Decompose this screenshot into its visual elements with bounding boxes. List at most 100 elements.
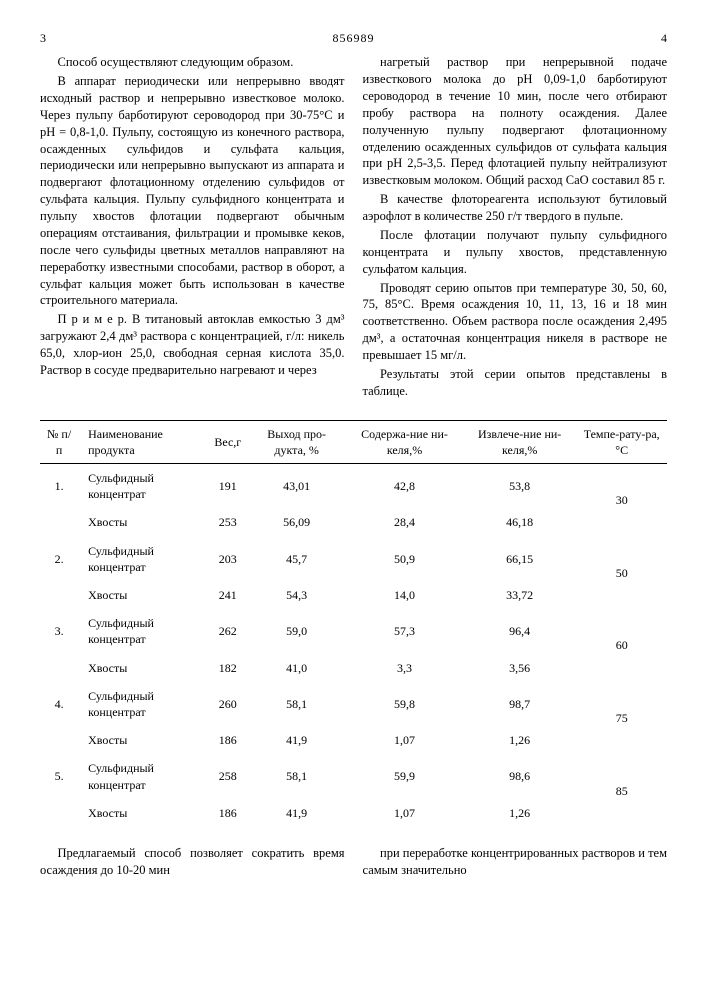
cell: 186	[208, 726, 247, 754]
cell: 53,8	[463, 464, 576, 509]
table-row: 4.Сульфидный концентрат26058,159,898,775	[40, 682, 667, 726]
paragraph: После флотации получают пульпу сульфидно…	[363, 227, 668, 278]
cell: Сульфидный концентрат	[78, 754, 208, 798]
cell	[40, 508, 78, 536]
bottom-left: Предлагаемый способ позволяет сократить …	[40, 845, 345, 879]
cell: 45,7	[247, 537, 346, 581]
cell	[40, 654, 78, 682]
cell: 33,72	[463, 581, 576, 609]
col-header: № п/п	[40, 420, 78, 463]
cell: Хвосты	[78, 799, 208, 827]
table-row: 3.Сульфидный концентрат26259,057,396,460	[40, 609, 667, 653]
cell-temp: 60	[576, 609, 667, 682]
paragraph: Предлагаемый способ позволяет сократить …	[40, 845, 345, 879]
cell: 1,07	[346, 726, 463, 754]
col-header: Извлече-ние ни-келя,%	[463, 420, 576, 463]
table-row: Хвосты18641,91,071,26	[40, 726, 667, 754]
cell: 253	[208, 508, 247, 536]
right-column: нагретый раствор при непрерывной подаче …	[363, 54, 668, 402]
cell: 66,15	[463, 537, 576, 581]
cell-temp: 75	[576, 682, 667, 755]
doc-number: 856989	[46, 30, 661, 46]
left-column: Способ осуществляют следующим образом. В…	[40, 54, 345, 402]
cell: 262	[208, 609, 247, 653]
cell: 28,4	[346, 508, 463, 536]
cell: Сульфидный концентрат	[78, 609, 208, 653]
cell: 41,9	[247, 726, 346, 754]
table-row: Хвосты18641,91,071,26	[40, 799, 667, 827]
results-table: № п/п Наименование продукта Вес,г Выход …	[40, 420, 667, 827]
cell: 96,4	[463, 609, 576, 653]
col-header: Выход про-дукта, %	[247, 420, 346, 463]
cell: 43,01	[247, 464, 346, 509]
col-header: Вес,г	[208, 420, 247, 463]
cell: 241	[208, 581, 247, 609]
cell: 59,0	[247, 609, 346, 653]
cell: Хвосты	[78, 508, 208, 536]
cell: 3.	[40, 609, 78, 653]
cell-temp: 50	[576, 537, 667, 610]
cell	[40, 581, 78, 609]
bottom-right: при переработке концентрированных раство…	[363, 845, 668, 879]
paragraph: В аппарат периодически или непрерывно вв…	[40, 73, 345, 309]
paragraph: Результаты этой серии опытов представлен…	[363, 366, 668, 400]
cell: 1,26	[463, 799, 576, 827]
page-header: 3 856989 4	[40, 30, 667, 46]
cell: 186	[208, 799, 247, 827]
cell: 1,26	[463, 726, 576, 754]
cell: 3,3	[346, 654, 463, 682]
cell: 1,07	[346, 799, 463, 827]
paragraph: Проводят серию опытов при температуре 30…	[363, 280, 668, 364]
table-row: Хвосты24154,314,033,72	[40, 581, 667, 609]
cell: 58,1	[247, 754, 346, 798]
paragraph: нагретый раствор при непрерывной подаче …	[363, 54, 668, 189]
paragraph: Способ осуществляют следующим образом.	[40, 54, 345, 71]
cell: 2.	[40, 537, 78, 581]
paragraph: П р и м е р. В титановый автоклав емкост…	[40, 311, 345, 379]
col-header: Темпе-рату-ра, °С	[576, 420, 667, 463]
cell: 41,0	[247, 654, 346, 682]
cell	[40, 799, 78, 827]
cell: 41,9	[247, 799, 346, 827]
cell: 14,0	[346, 581, 463, 609]
cell: 46,18	[463, 508, 576, 536]
cell: 54,3	[247, 581, 346, 609]
cell: 1.	[40, 464, 78, 509]
cell: 98,6	[463, 754, 576, 798]
cell: 98,7	[463, 682, 576, 726]
cell: 50,9	[346, 537, 463, 581]
cell: Сульфидный концентрат	[78, 682, 208, 726]
cell: Хвосты	[78, 581, 208, 609]
cell: 182	[208, 654, 247, 682]
cell: 191	[208, 464, 247, 509]
cell-temp: 85	[576, 754, 667, 827]
cell: 56,09	[247, 508, 346, 536]
text-columns: Способ осуществляют следующим образом. В…	[40, 54, 667, 402]
table-row: 5.Сульфидный концентрат25858,159,998,685	[40, 754, 667, 798]
cell: 3,56	[463, 654, 576, 682]
paragraph: В качестве флотореагента используют бути…	[363, 191, 668, 225]
table-row: 1.Сульфидный концентрат19143,0142,853,83…	[40, 464, 667, 509]
cell: 42,8	[346, 464, 463, 509]
bottom-columns: Предлагаемый способ позволяет сократить …	[40, 845, 667, 879]
cell: Сульфидный концентрат	[78, 537, 208, 581]
paragraph: при переработке концентрированных раство…	[363, 845, 668, 879]
page-num-right: 4	[661, 30, 667, 46]
cell	[40, 726, 78, 754]
cell: 203	[208, 537, 247, 581]
table-row: Хвосты25356,0928,446,18	[40, 508, 667, 536]
cell: 258	[208, 754, 247, 798]
cell: 59,8	[346, 682, 463, 726]
cell: 58,1	[247, 682, 346, 726]
cell: Сульфидный концентрат	[78, 464, 208, 509]
cell: 57,3	[346, 609, 463, 653]
table-body: 1.Сульфидный концентрат19143,0142,853,83…	[40, 464, 667, 827]
cell: 5.	[40, 754, 78, 798]
table-row: Хвосты18241,03,33,56	[40, 654, 667, 682]
cell: Хвосты	[78, 726, 208, 754]
col-header: Содержа-ние ни-келя,%	[346, 420, 463, 463]
cell: 4.	[40, 682, 78, 726]
cell: Хвосты	[78, 654, 208, 682]
col-header: Наименование продукта	[78, 420, 208, 463]
table-row: 2.Сульфидный концентрат20345,750,966,155…	[40, 537, 667, 581]
